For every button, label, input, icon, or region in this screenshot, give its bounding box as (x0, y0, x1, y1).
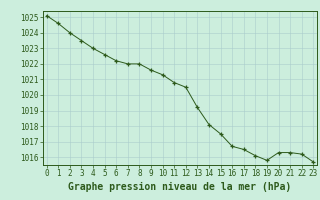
X-axis label: Graphe pression niveau de la mer (hPa): Graphe pression niveau de la mer (hPa) (68, 182, 292, 192)
